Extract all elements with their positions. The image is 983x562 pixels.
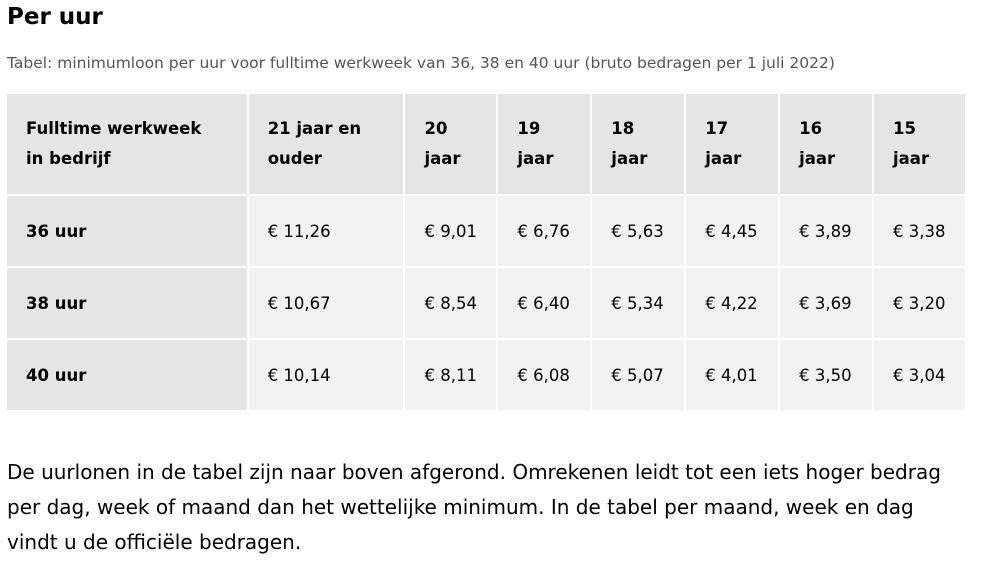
wage-cell: € 4,45 — [684, 194, 781, 268]
wage-cell: € 6,40 — [496, 266, 593, 340]
minimum-wage-table: Fulltime werkweek in bedrijf 21 jaar en o… — [7, 94, 967, 412]
rounding-note: De uurlonen in de tabel zijn naar boven … — [7, 460, 941, 554]
wage-cell: € 4,01 — [684, 338, 781, 412]
page-title: Per uur — [7, 4, 103, 30]
wage-cell: € 8,54 — [403, 266, 499, 340]
wage-cell: € 8,11 — [403, 338, 499, 412]
column-header: 16 jaar — [778, 94, 875, 196]
column-header: 15 jaar — [872, 94, 967, 196]
column-header: 18 jaar — [590, 94, 687, 196]
wage-cell: € 6,76 — [496, 194, 593, 268]
table-row: 38 uur € 10,67 € 8,54 € 6,40 € 5,34 € 4,22 € 3… — [7, 266, 967, 340]
column-header: 20 jaar — [403, 94, 499, 196]
wage-cell: € 3,38 — [872, 194, 967, 268]
wage-cell: € 3,04 — [872, 338, 967, 412]
wage-cell: € 10,67 — [246, 266, 406, 340]
wage-cell: € 3,20 — [872, 266, 967, 340]
wage-cell: € 10,14 — [246, 338, 406, 412]
table-row: 40 uur € 10,14 € 8,11 € 6,08 € 5,07 € 4,01 € 3… — [7, 338, 967, 412]
wage-cell: € 11,26 — [246, 194, 406, 268]
table-caption: Tabel: minimumloon per uur voor fulltime… — [7, 54, 835, 72]
wage-cell: € 9,01 — [403, 194, 499, 268]
wage-cell: € 5,07 — [590, 338, 687, 412]
wage-cell: € 3,69 — [778, 266, 875, 340]
row-header: 40 uur — [7, 338, 249, 412]
wage-cell: € 5,34 — [590, 266, 687, 340]
wage-cell: € 4,22 — [684, 266, 781, 340]
row-header: 36 uur — [7, 194, 249, 268]
table-header-row: Fulltime werkweek in bedrijf 21 jaar en o… — [7, 94, 967, 196]
wage-cell: € 5,63 — [590, 194, 687, 268]
wage-cell: € 3,89 — [778, 194, 875, 268]
table-row: 36 uur € 11,26 € 9,01 € 6,76 € 5,63 € 4,45 € 3… — [7, 194, 967, 268]
column-header: 19 jaar — [496, 94, 593, 196]
column-header: Fulltime werkweek in bedrijf — [7, 94, 249, 196]
column-header: 21 jaar en ouder — [246, 94, 406, 196]
wage-cell: € 6,08 — [496, 338, 593, 412]
column-header: 17 jaar — [684, 94, 781, 196]
wage-cell: € 3,50 — [778, 338, 875, 412]
row-header: 38 uur — [7, 266, 249, 340]
